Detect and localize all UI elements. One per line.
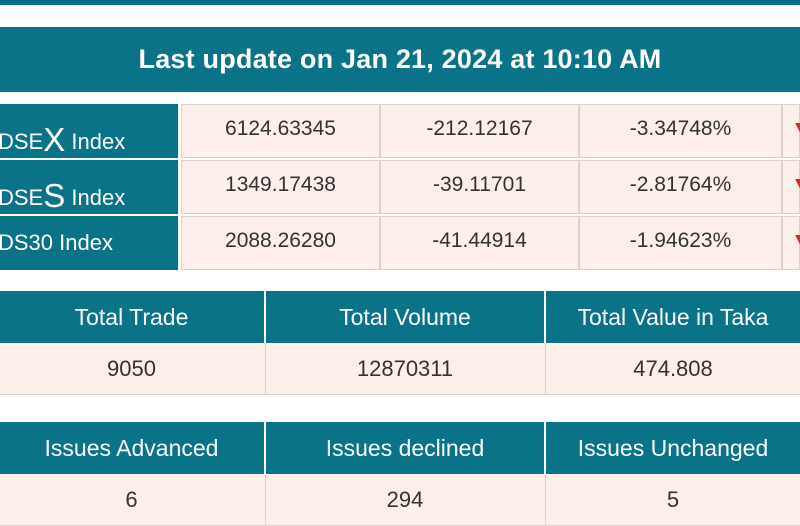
trend-cell: ▼ <box>782 104 800 158</box>
header-issues-advanced: Issues Advanced <box>44 434 219 461</box>
index-row-dsex: DSE X Index 6124.63345 -212.12167 -3.3474… <box>0 104 800 158</box>
header-issues-unchanged: Issues Unchanged <box>577 434 769 461</box>
column-divider <box>264 291 266 343</box>
index-name-letter: X <box>43 121 66 158</box>
index-change: -41.44914 <box>380 216 579 270</box>
index-name-prefix: DSE <box>0 185 44 210</box>
index-percent: -2.81764% <box>579 160 782 214</box>
index-name-suffix: Index <box>65 185 126 210</box>
column-divider <box>544 291 546 343</box>
trend-cell: ▼ <box>782 216 800 270</box>
index-change: -39.11701 <box>380 160 579 214</box>
index-name-text: DS30 Index <box>0 230 113 255</box>
down-arrow-icon: ▼ <box>791 173 800 197</box>
index-name: DSE X Index <box>0 104 178 158</box>
issues-summary-row: 6 294 5 <box>0 474 800 526</box>
header-total-volume: Total Volume <box>339 303 471 330</box>
column-divider <box>544 422 546 474</box>
index-percent: -3.34748% <box>579 104 782 158</box>
index-name: DS30 Index <box>0 216 178 270</box>
value-issues-declined: 294 <box>386 487 424 512</box>
column-divider <box>264 422 266 474</box>
value-total-trade: 9050 <box>107 356 156 381</box>
issues-summary-header: Issues Advanced Issues declined Issues U… <box>0 422 800 474</box>
index-value: 1349.17438 <box>181 160 380 214</box>
index-name: DSE S Index <box>0 160 178 214</box>
index-percent: -1.94623% <box>579 216 782 270</box>
value-total-volume: 12870311 <box>356 356 454 381</box>
down-arrow-icon: ▼ <box>791 117 800 141</box>
column-divider <box>545 343 546 395</box>
header-total-trade: Total Trade <box>74 303 189 330</box>
last-update-text: Last update on Jan 21, 2024 at 10:10 AM <box>138 44 662 74</box>
value-issues-advanced: 6 <box>125 487 138 512</box>
column-divider <box>545 474 546 526</box>
value-issues-unchanged: 5 <box>666 487 680 512</box>
last-update-banner: Last update on Jan 21, 2024 at 10:10 AM <box>0 27 800 92</box>
header-total-value: Total Value in Taka <box>577 303 769 330</box>
index-name-suffix: Index <box>65 129 126 154</box>
index-value: 6124.63345 <box>181 104 380 158</box>
index-row-ds30: DS30 Index 2088.26280 -41.44914 -1.94623… <box>0 216 800 270</box>
index-change: -212.12167 <box>380 104 579 158</box>
value-total-value: 474.808 <box>633 356 713 381</box>
trade-summary-header: Total Trade Total Volume Total Value in … <box>0 291 800 343</box>
index-name-letter: S <box>43 177 66 214</box>
index-row-dses: DSE S Index 1349.17438 -39.11701 -2.81764… <box>0 160 800 214</box>
down-arrow-icon: ▼ <box>791 229 800 253</box>
header-issues-declined: Issues declined <box>325 434 485 461</box>
top-accent-bar <box>0 0 800 5</box>
column-divider <box>265 474 266 526</box>
column-divider <box>265 343 266 395</box>
trend-cell: ▼ <box>782 160 800 214</box>
index-name-prefix: DSE <box>0 129 44 154</box>
index-value: 2088.26280 <box>181 216 380 270</box>
trade-summary-row: 9050 12870311 474.808 <box>0 343 800 395</box>
